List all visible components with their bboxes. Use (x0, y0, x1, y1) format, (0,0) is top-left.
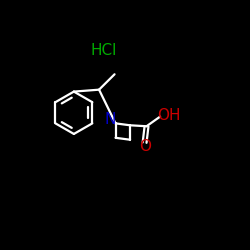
Text: OH: OH (157, 108, 180, 122)
Text: N: N (105, 112, 117, 128)
Text: O: O (140, 139, 151, 154)
Text: HCl: HCl (91, 43, 117, 58)
